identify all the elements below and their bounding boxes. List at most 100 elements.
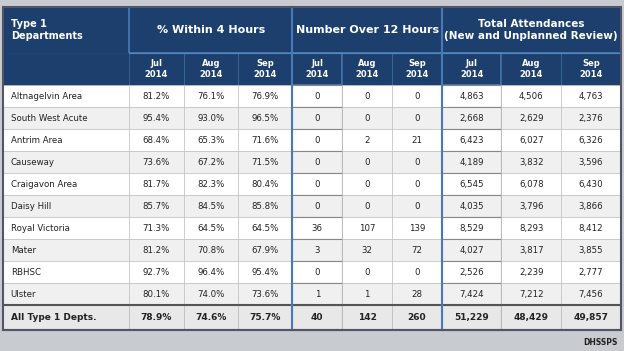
Text: 3,855: 3,855 (578, 246, 603, 254)
Bar (3, 217, 129, 239)
Text: 6,027: 6,027 (519, 135, 544, 145)
Bar (342, 129, 392, 151)
Bar (392, 151, 442, 173)
Text: 96.4%: 96.4% (197, 267, 225, 277)
Text: 49,857: 49,857 (573, 313, 608, 322)
Bar (293, 239, 342, 261)
Text: 2,668: 2,668 (459, 114, 484, 122)
Text: 73.6%: 73.6% (143, 158, 170, 167)
Text: 92.7%: 92.7% (143, 267, 170, 277)
Text: 1: 1 (364, 290, 370, 299)
Bar (129, 173, 183, 195)
Text: 4,189: 4,189 (459, 158, 484, 167)
Text: 2,376: 2,376 (578, 114, 603, 122)
Text: 3,866: 3,866 (578, 201, 603, 211)
Text: 8,412: 8,412 (578, 224, 603, 233)
Text: 0: 0 (314, 158, 320, 167)
Bar (129, 53, 183, 85)
Bar (293, 261, 342, 283)
Bar (561, 173, 621, 195)
Bar (129, 129, 183, 151)
Text: 71.5%: 71.5% (251, 158, 279, 167)
Text: 2,777: 2,777 (578, 267, 603, 277)
Bar (502, 261, 561, 283)
Text: 139: 139 (409, 224, 425, 233)
Bar (442, 283, 502, 305)
Bar (442, 239, 502, 261)
Text: 0: 0 (314, 114, 320, 122)
Bar (183, 261, 238, 283)
Bar (129, 107, 183, 129)
Text: 70.8%: 70.8% (197, 246, 225, 254)
Bar (293, 151, 342, 173)
Text: 0: 0 (364, 180, 370, 188)
Text: Mater: Mater (11, 246, 36, 254)
Text: 0: 0 (314, 267, 320, 277)
Bar (392, 305, 442, 330)
Text: 6,545: 6,545 (459, 180, 484, 188)
Bar (3, 261, 129, 283)
Text: 32: 32 (361, 246, 373, 254)
Text: Causeway: Causeway (11, 158, 55, 167)
Text: 36: 36 (312, 224, 323, 233)
Bar (442, 7, 621, 53)
Bar (561, 261, 621, 283)
Text: 3: 3 (314, 246, 320, 254)
Text: 0: 0 (414, 92, 419, 101)
Text: 78.9%: 78.9% (140, 313, 172, 322)
Bar (392, 261, 442, 283)
Bar (293, 107, 342, 129)
Bar (238, 217, 293, 239)
Bar (238, 239, 293, 261)
Bar (183, 129, 238, 151)
Bar (183, 53, 238, 85)
Text: Sep
2014: Sep 2014 (253, 59, 277, 79)
Bar (561, 151, 621, 173)
Text: Total Attendances
(New and Unplanned Review): Total Attendances (New and Unplanned Rev… (444, 19, 618, 41)
Text: 7,456: 7,456 (578, 290, 603, 299)
Text: 80.1%: 80.1% (143, 290, 170, 299)
Bar (342, 53, 392, 85)
Text: % Within 4 Hours: % Within 4 Hours (157, 25, 265, 35)
Bar (392, 85, 442, 107)
Bar (3, 195, 129, 217)
Bar (342, 107, 392, 129)
Text: 8,293: 8,293 (519, 224, 544, 233)
Text: Altnagelvin Area: Altnagelvin Area (11, 92, 82, 101)
Text: Antrim Area: Antrim Area (11, 135, 62, 145)
Bar (293, 217, 342, 239)
Bar (3, 85, 129, 107)
Bar (238, 173, 293, 195)
Text: 74.6%: 74.6% (195, 313, 227, 322)
Text: Daisy Hill: Daisy Hill (11, 201, 51, 211)
Text: 8,529: 8,529 (459, 224, 484, 233)
Text: 4,035: 4,035 (459, 201, 484, 211)
Text: Ulster: Ulster (11, 290, 36, 299)
Bar (392, 173, 442, 195)
Bar (561, 305, 621, 330)
Bar (183, 195, 238, 217)
Text: 4,506: 4,506 (519, 92, 544, 101)
Text: Aug
2014: Aug 2014 (520, 59, 543, 79)
Bar (442, 173, 502, 195)
Text: 51,229: 51,229 (454, 313, 489, 322)
Text: 2,629: 2,629 (519, 114, 544, 122)
Bar (238, 151, 293, 173)
Bar (502, 305, 561, 330)
Text: Number Over 12 Hours: Number Over 12 Hours (296, 25, 439, 35)
Bar (561, 53, 621, 85)
Bar (129, 7, 293, 53)
Text: 76.9%: 76.9% (251, 92, 279, 101)
Bar (183, 217, 238, 239)
Text: 0: 0 (414, 201, 419, 211)
Bar (129, 151, 183, 173)
Bar (183, 305, 238, 330)
Text: 6,430: 6,430 (578, 180, 603, 188)
Text: South West Acute: South West Acute (11, 114, 87, 122)
Text: 7,424: 7,424 (459, 290, 484, 299)
Text: 28: 28 (411, 290, 422, 299)
Text: 4,027: 4,027 (459, 246, 484, 254)
Bar (561, 217, 621, 239)
Bar (293, 305, 342, 330)
Bar (561, 129, 621, 151)
